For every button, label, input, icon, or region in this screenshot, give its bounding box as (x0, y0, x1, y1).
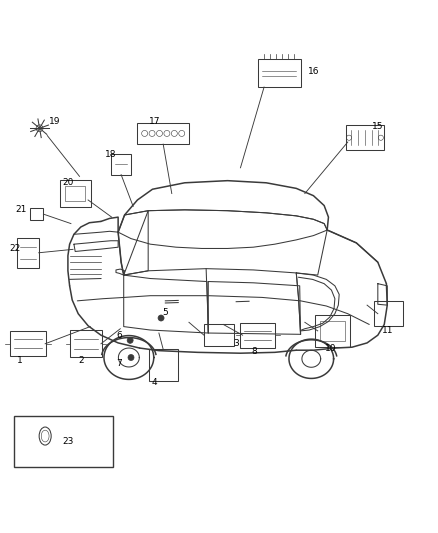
Text: 19: 19 (49, 117, 61, 126)
Text: 5: 5 (162, 309, 168, 317)
Text: 21: 21 (15, 205, 26, 214)
Circle shape (128, 354, 134, 360)
Text: 15: 15 (372, 123, 384, 132)
Bar (204, 324, 234, 346)
Circle shape (127, 337, 133, 343)
Bar (30, 208, 43, 220)
Text: 2: 2 (78, 356, 84, 365)
Text: 8: 8 (251, 347, 257, 356)
Text: 10: 10 (325, 344, 336, 353)
Bar (10, 332, 46, 356)
Bar (240, 322, 275, 348)
Bar (14, 416, 113, 466)
Text: 18: 18 (105, 150, 117, 158)
Bar (258, 59, 300, 87)
Text: 1: 1 (17, 356, 22, 365)
Bar (111, 154, 131, 175)
Text: 23: 23 (62, 437, 74, 446)
Text: 20: 20 (62, 179, 74, 187)
Text: 17: 17 (149, 117, 160, 126)
Text: 16: 16 (307, 67, 319, 76)
Bar (60, 180, 91, 207)
Bar (138, 123, 189, 144)
Text: 4: 4 (152, 378, 157, 387)
Text: 22: 22 (10, 244, 21, 253)
Bar (321, 321, 345, 341)
Text: 11: 11 (381, 326, 393, 335)
Bar (148, 349, 178, 381)
Bar (65, 186, 85, 201)
Bar (315, 315, 350, 347)
Text: 3: 3 (233, 340, 239, 348)
Text: 6: 6 (117, 330, 122, 340)
Bar (17, 238, 39, 268)
Bar (346, 125, 384, 150)
Bar (70, 330, 102, 357)
Text: 7: 7 (117, 359, 122, 368)
Circle shape (158, 315, 164, 321)
Bar (374, 301, 403, 326)
